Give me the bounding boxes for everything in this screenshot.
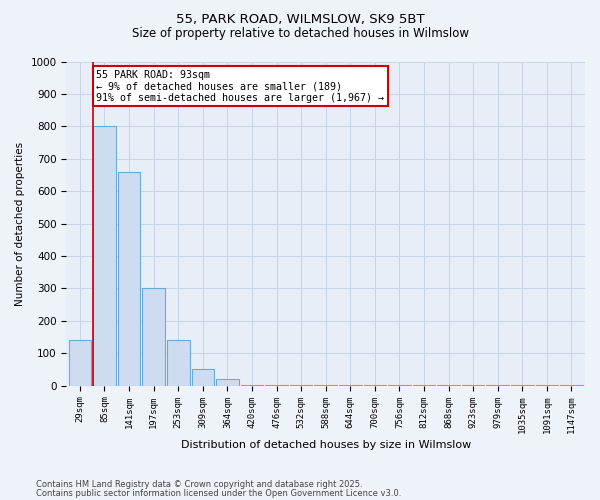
Bar (241, 384, 263, 386)
Bar (536, 385, 558, 386)
Bar (364, 385, 386, 386)
Bar (511, 385, 533, 386)
Text: Size of property relative to detached houses in Wilmslow: Size of property relative to detached ho… (131, 28, 469, 40)
Bar (290, 385, 313, 386)
Bar (118, 172, 140, 386)
Text: Contains HM Land Registry data © Crown copyright and database right 2025.: Contains HM Land Registry data © Crown c… (36, 480, 362, 489)
Bar (93, 126, 116, 386)
Bar (191, 370, 214, 386)
Y-axis label: Number of detached properties: Number of detached properties (15, 142, 25, 306)
Bar (339, 385, 362, 386)
Bar (462, 385, 484, 386)
Bar (167, 340, 190, 386)
Text: 55, PARK ROAD, WILMSLOW, SK9 5BT: 55, PARK ROAD, WILMSLOW, SK9 5BT (176, 12, 424, 26)
Bar (413, 385, 436, 386)
Bar (68, 340, 91, 386)
Bar (216, 379, 239, 386)
Bar (487, 385, 509, 386)
Text: Contains public sector information licensed under the Open Government Licence v3: Contains public sector information licen… (36, 489, 401, 498)
Bar (314, 385, 337, 386)
Text: 55 PARK ROAD: 93sqm
← 9% of detached houses are smaller (189)
91% of semi-detach: 55 PARK ROAD: 93sqm ← 9% of detached hou… (96, 70, 384, 103)
Bar (265, 385, 288, 386)
Bar (142, 288, 165, 386)
Bar (388, 385, 411, 386)
Bar (437, 385, 460, 386)
Bar (560, 385, 583, 386)
X-axis label: Distribution of detached houses by size in Wilmslow: Distribution of detached houses by size … (181, 440, 471, 450)
